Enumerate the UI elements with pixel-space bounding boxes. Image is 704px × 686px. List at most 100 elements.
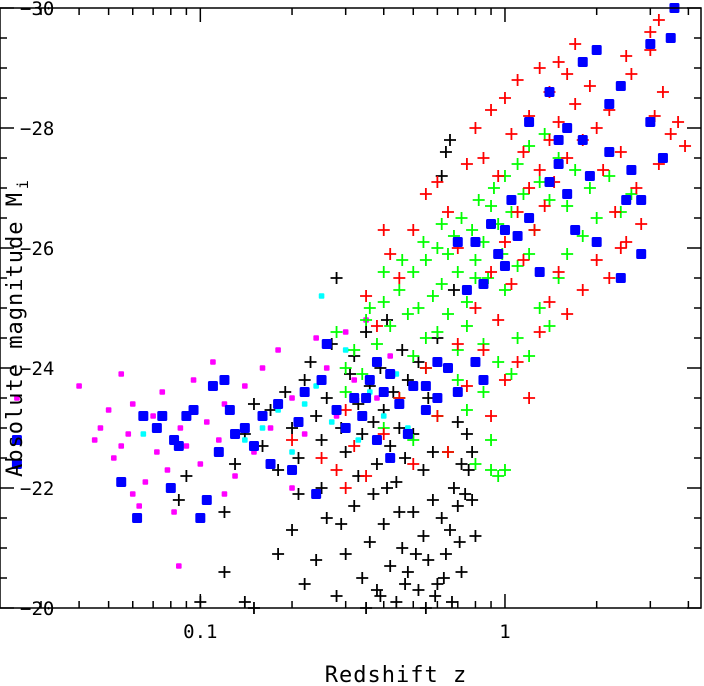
point-square <box>486 219 497 229</box>
point-plus <box>511 206 524 218</box>
point-plus <box>523 182 536 194</box>
point-square <box>470 357 481 367</box>
point-dot <box>380 413 387 419</box>
point-plus <box>339 386 352 398</box>
point-plus <box>533 176 546 188</box>
point-dot <box>164 467 171 473</box>
point-square <box>207 381 218 391</box>
point-dot <box>289 395 295 401</box>
point-dot <box>129 401 136 407</box>
point-plus <box>469 122 482 134</box>
point-plus <box>523 392 536 404</box>
point-plus <box>445 596 458 608</box>
point-square <box>265 459 276 469</box>
point-square <box>645 117 656 127</box>
point-plus <box>523 140 536 152</box>
point-plus <box>492 314 505 326</box>
point-dot <box>242 383 248 389</box>
point-plus <box>652 14 665 26</box>
point-dot <box>118 371 125 377</box>
point-square <box>239 423 250 433</box>
point-dot <box>177 425 184 431</box>
point-plus <box>469 272 482 284</box>
y-tick-label: −28 <box>20 118 54 140</box>
point-plus <box>422 554 435 566</box>
point-square <box>452 387 463 397</box>
point-dot <box>374 395 380 401</box>
point-plus <box>419 332 432 344</box>
point-square <box>316 375 327 385</box>
point-plus <box>315 434 328 446</box>
point-plus <box>377 266 390 278</box>
point-plus <box>460 380 473 392</box>
point-plus <box>417 236 430 248</box>
axes: −20 −22 −24 −26 −28 −30 0.1 1 <box>0 0 701 643</box>
point-plus <box>523 248 536 260</box>
point-square <box>604 99 615 109</box>
point-plus <box>538 200 551 212</box>
point-plus <box>583 182 596 194</box>
point-plus <box>384 248 397 260</box>
point-plus <box>451 416 464 428</box>
point-dot <box>190 377 197 383</box>
point-square <box>562 123 573 133</box>
point-square <box>452 237 463 247</box>
point-dot <box>216 437 222 443</box>
point-plus <box>472 194 485 206</box>
point-plus <box>451 374 464 386</box>
point-plus <box>417 464 430 476</box>
point-square <box>364 375 375 385</box>
point-square <box>287 465 298 475</box>
point-plus <box>477 152 490 164</box>
point-plus <box>412 584 425 596</box>
point-dot <box>259 425 266 431</box>
point-plus <box>443 134 456 146</box>
point-plus <box>603 272 616 284</box>
point-plus <box>590 122 603 134</box>
point-plus <box>620 50 633 62</box>
point-square <box>321 339 332 349</box>
point-plus <box>412 356 425 368</box>
point-plus <box>310 410 323 422</box>
point-square <box>331 405 342 415</box>
point-dot <box>142 479 149 485</box>
point-plus <box>417 530 430 542</box>
point-plus <box>286 524 299 536</box>
point-plus <box>672 116 685 128</box>
point-plus <box>272 464 285 476</box>
point-dot <box>76 383 82 389</box>
point-plus <box>533 302 546 314</box>
point-square <box>591 45 602 55</box>
point-plus <box>620 236 633 248</box>
point-square <box>408 381 419 391</box>
point-plus <box>370 458 383 470</box>
point-plus <box>466 494 479 506</box>
point-plus <box>292 488 305 500</box>
point-plus <box>330 326 343 338</box>
point-square <box>442 363 453 373</box>
point-plus <box>419 254 432 266</box>
point-plus <box>485 464 498 476</box>
point-square <box>615 81 626 91</box>
point-plus <box>431 326 444 338</box>
point-square <box>604 147 615 157</box>
point-square <box>157 411 168 421</box>
point-plus <box>561 248 574 260</box>
point-plus <box>396 254 409 266</box>
point-square <box>116 477 127 487</box>
x-tick-label: 0.1 <box>183 621 217 643</box>
point-plus <box>320 512 333 524</box>
point-square <box>11 459 22 469</box>
point-square <box>570 225 581 235</box>
point-dot <box>129 491 136 497</box>
point-square <box>311 489 322 499</box>
point-plus <box>437 572 450 584</box>
point-plus <box>229 458 242 470</box>
point-plus <box>384 320 397 332</box>
point-plus <box>485 200 498 212</box>
point-plus <box>533 62 546 74</box>
point-plus <box>576 284 589 296</box>
point-dot <box>197 461 204 467</box>
series-0 <box>172 134 482 614</box>
point-plus <box>393 422 406 434</box>
